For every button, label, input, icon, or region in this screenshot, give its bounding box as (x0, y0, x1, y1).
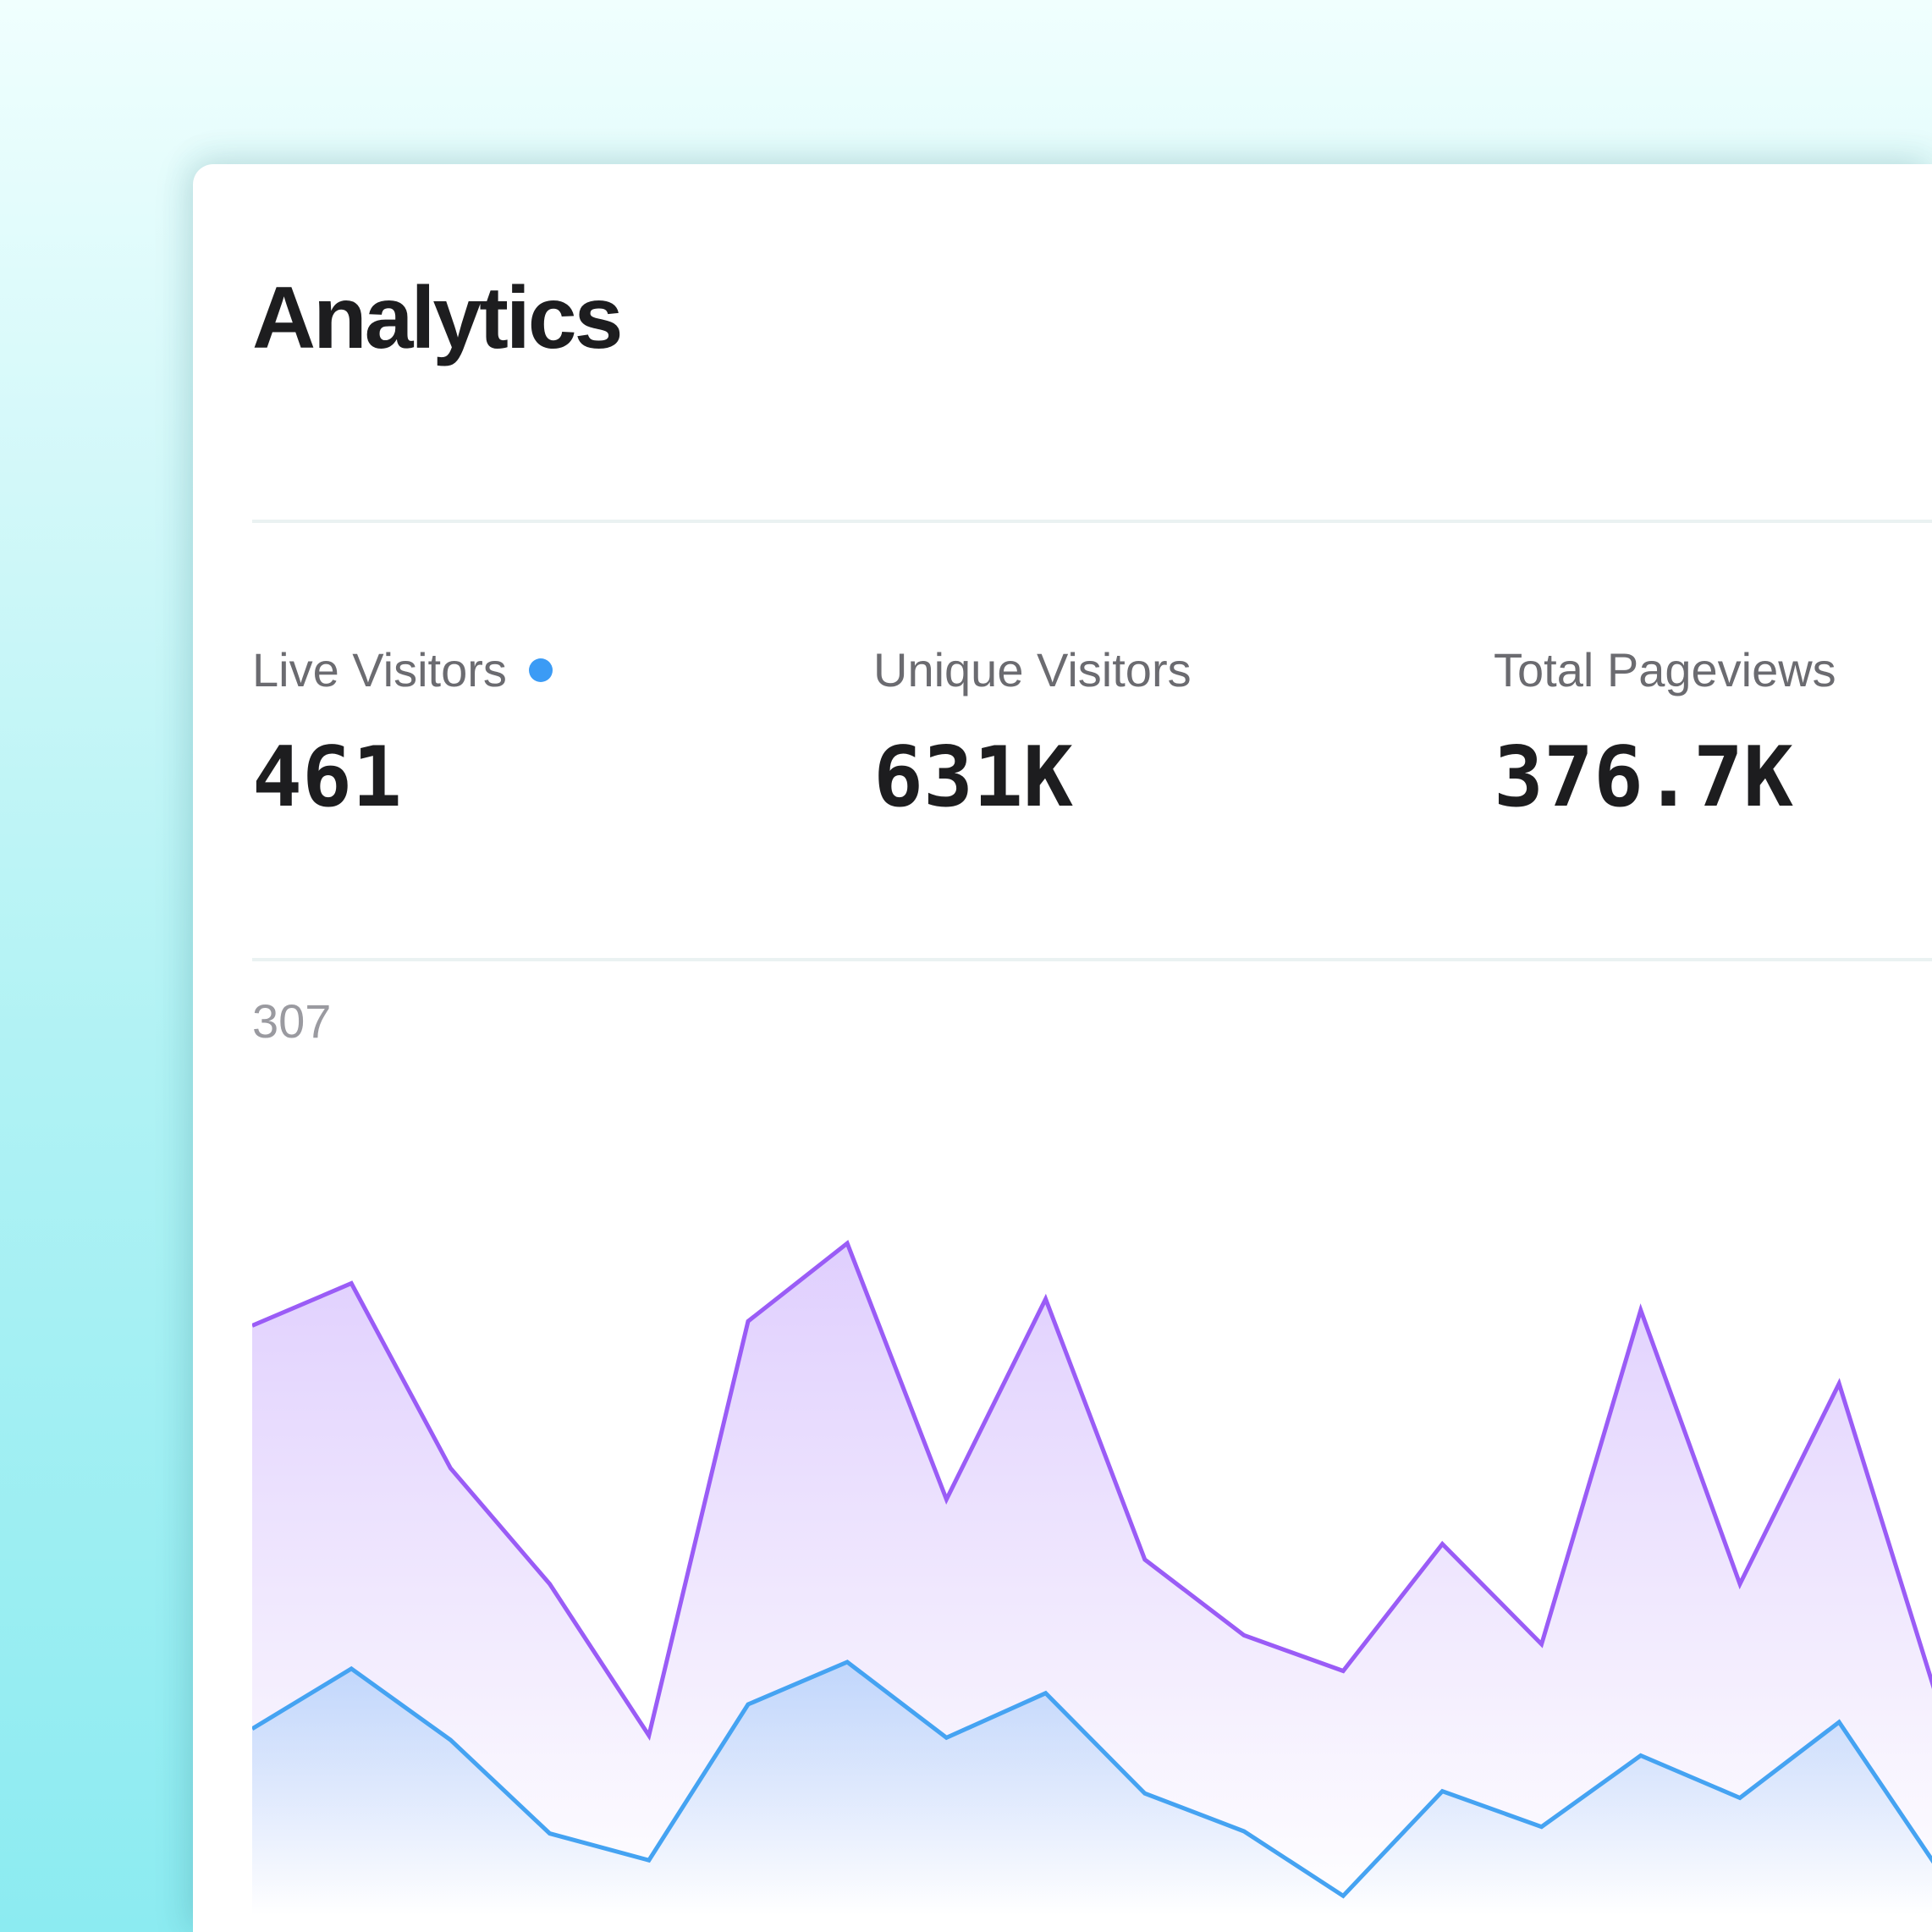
pageviews-point[interactable] (839, 1235, 856, 1252)
stat-label: Unique Visitors (873, 643, 1192, 696)
stat-label: Total Pageviews (1494, 643, 1836, 696)
pageviews-point[interactable] (442, 1460, 459, 1477)
visitors-point[interactable] (442, 1731, 459, 1748)
pageviews-point[interactable] (542, 1576, 559, 1593)
visitors-point[interactable] (1137, 1785, 1153, 1802)
visitors-point[interactable] (740, 1696, 757, 1713)
visitors-point[interactable] (1038, 1685, 1054, 1702)
visitors-point[interactable] (1632, 1748, 1649, 1764)
visitors-point[interactable] (1434, 1783, 1450, 1800)
stat-total-pageviews[interactable]: Total Pageviews 376.7K (1494, 643, 1836, 826)
pageviews-point[interactable] (1830, 1375, 1847, 1392)
pageviews-point[interactable] (1335, 1663, 1351, 1680)
pageviews-point[interactable] (641, 1727, 658, 1744)
stat-value: 376.7K (1494, 729, 1794, 826)
header-divider (252, 520, 1932, 523)
pageviews-line (252, 1240, 1932, 1742)
visitors-point[interactable] (542, 1825, 559, 1842)
pageviews-point[interactable] (1038, 1291, 1054, 1307)
visitors-point[interactable] (1731, 1790, 1748, 1807)
visitors-point[interactable] (839, 1654, 856, 1671)
stats-divider (252, 958, 1932, 961)
visitors-point[interactable] (1236, 1823, 1252, 1840)
pageviews-point[interactable] (938, 1491, 955, 1508)
visitors-point[interactable] (641, 1852, 658, 1869)
traffic-chart[interactable] (252, 1061, 1932, 1916)
page-title: Analytics (252, 269, 623, 367)
pageviews-point[interactable] (1632, 1302, 1649, 1318)
analytics-card: Analytics Live Visitors 461 Unique Visit… (193, 164, 1932, 1932)
stat-value: 631K (873, 729, 1074, 826)
stat-live-visitors[interactable]: Live Visitors 461 (252, 647, 553, 819)
stat-unique-visitors[interactable]: Unique Visitors 631K (873, 643, 1192, 826)
pageviews-point[interactable] (343, 1275, 360, 1292)
visitors-point[interactable] (938, 1729, 955, 1746)
visitors-line (252, 1660, 1932, 1899)
pageviews-point[interactable] (1137, 1551, 1153, 1568)
visitors-point[interactable] (1830, 1714, 1847, 1731)
visitors-area (252, 1662, 1932, 1916)
pageviews-area (252, 1243, 1932, 1916)
visitors-point[interactable] (1533, 1819, 1550, 1836)
pageviews-point[interactable] (740, 1313, 757, 1329)
visitors-point[interactable] (343, 1660, 360, 1677)
y-axis-max-label: 307 (252, 994, 332, 1048)
stat-label: Live Visitors (252, 643, 507, 696)
pageviews-point[interactable] (1434, 1536, 1450, 1553)
stat-value: 461 (252, 729, 403, 826)
live-indicator-icon (528, 658, 553, 682)
pageviews-point[interactable] (1236, 1627, 1252, 1643)
pageviews-point[interactable] (1731, 1576, 1748, 1593)
pageviews-point[interactable] (1533, 1636, 1550, 1653)
visitors-point[interactable] (1335, 1887, 1351, 1904)
